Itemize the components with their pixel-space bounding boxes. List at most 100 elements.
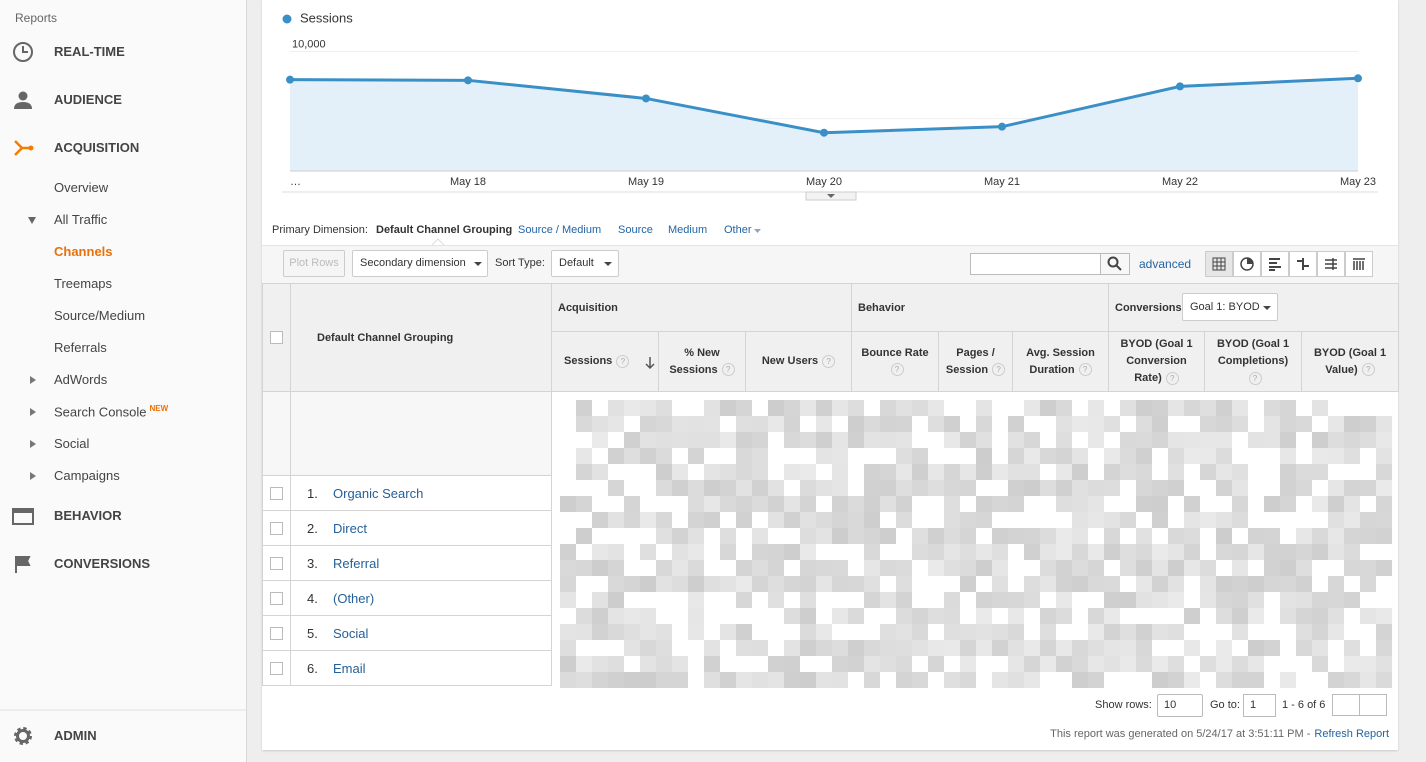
goal-select[interactable]: Goal 1: BYOD xyxy=(1182,293,1278,321)
dimension-option[interactable]: Medium xyxy=(668,224,708,236)
next-button[interactable] xyxy=(1359,694,1387,716)
point xyxy=(286,75,294,84)
nav-subitem[interactable]: Overview xyxy=(54,180,108,195)
row-rank: 2. xyxy=(307,521,318,536)
dimension-option[interactable]: Other xyxy=(724,224,752,236)
dimension-option[interactable]: Source xyxy=(618,224,653,236)
search-button[interactable] xyxy=(1100,253,1130,275)
row-name[interactable]: Email xyxy=(333,661,366,676)
nav-subitem-label: Overview xyxy=(54,180,109,195)
person-body xyxy=(14,102,32,109)
group-header: Behavior xyxy=(851,283,1109,332)
prev-button[interactable] xyxy=(1332,694,1360,716)
row-rank: 1. xyxy=(307,486,318,501)
sort-select[interactable]: Default xyxy=(551,250,619,277)
expand-closed xyxy=(30,472,36,480)
dimension-header[interactable]: Default Channel Grouping xyxy=(290,283,552,392)
column-header[interactable]: Bounce Rate? xyxy=(851,331,939,392)
row-dimension-cell xyxy=(290,545,552,581)
totals-dimension-cell xyxy=(290,391,552,476)
dimension-option[interactable]: Source / Medium xyxy=(518,224,602,236)
sort-label: Sort Type: xyxy=(495,257,545,269)
point xyxy=(464,76,472,85)
nav-item[interactable]: REAL-TIME xyxy=(54,44,125,59)
acquisition-dot xyxy=(28,145,34,151)
checkbox[interactable] xyxy=(270,662,283,675)
nav-subitem[interactable]: AdWords xyxy=(54,372,107,387)
column-header[interactable]: Pages / Session? xyxy=(938,331,1013,392)
nav-item[interactable]: CONVERSIONS xyxy=(54,556,151,571)
column-header-content: BYOD (Goal 1 Value)? xyxy=(1308,345,1392,379)
checkbox[interactable] xyxy=(270,522,283,535)
expand-open xyxy=(28,217,36,224)
nav-subitem-label: Social xyxy=(54,436,90,451)
checkbox[interactable] xyxy=(270,627,283,640)
column-header[interactable]: Avg. Session Duration? xyxy=(1012,331,1109,392)
goto-input[interactable]: 1 xyxy=(1243,694,1276,717)
goto-label: Go to: xyxy=(1210,699,1240,711)
view-button[interactable] xyxy=(1233,251,1261,277)
column-header[interactable]: Sessions? xyxy=(551,331,659,392)
checkbox[interactable] xyxy=(270,331,283,344)
column-header[interactable]: BYOD (Goal 1 Completions)? xyxy=(1204,331,1302,392)
secondary-dimension-select[interactable]: Secondary dimension xyxy=(352,250,488,277)
column-header[interactable]: BYOD (Goal 1 Conversion Rate)? xyxy=(1108,331,1205,392)
column-header[interactable]: New Users? xyxy=(745,331,852,392)
column-header[interactable]: BYOD (Goal 1 Value)? xyxy=(1301,331,1399,392)
nav-item[interactable]: ADMIN xyxy=(54,728,97,743)
row-name[interactable]: Referral xyxy=(333,556,380,571)
view-button[interactable] xyxy=(1205,251,1233,277)
row-name[interactable]: (Other) xyxy=(333,591,375,606)
plot-rows-button: Plot Rows xyxy=(283,250,345,277)
nav-item[interactable]: BEHAVIOR xyxy=(54,508,122,523)
group-label: Acquisition xyxy=(558,302,618,314)
column-header-content: Avg. Session Duration? xyxy=(1019,345,1102,379)
nav-subitem-label: AdWords xyxy=(54,372,108,387)
advanced-link[interactable]: advanced xyxy=(1139,257,1192,271)
row-dimension-cell xyxy=(290,650,552,686)
nav-subitem-label: Source/Medium xyxy=(54,308,146,323)
row-name[interactable]: Direct xyxy=(333,521,367,536)
help-icon: ? xyxy=(616,354,630,368)
rows-select[interactable]: 10 xyxy=(1157,694,1203,717)
nav-subitem[interactable]: Channels xyxy=(54,244,113,259)
row-name[interactable]: Social xyxy=(333,626,369,641)
sidebar-icons xyxy=(0,42,246,745)
view-button[interactable] xyxy=(1345,251,1373,277)
x-tick-label: May 21 xyxy=(984,176,1020,188)
row-rank: 6. xyxy=(307,661,318,676)
column-header[interactable]: % New Sessions? xyxy=(658,331,746,392)
nav-subitem[interactable]: Campaigns xyxy=(54,468,120,483)
view-button[interactable] xyxy=(1261,251,1289,277)
show-rows-label: Show rows: xyxy=(1095,699,1152,711)
nav-subitem[interactable]: Referrals xyxy=(54,340,107,355)
nav-subitem-label: All Traffic xyxy=(54,212,108,227)
search-input[interactable] xyxy=(970,253,1101,275)
column-label: Bounce Rate xyxy=(861,346,929,359)
column-header-content: BYOD (Goal 1 Completions)? xyxy=(1211,336,1295,387)
column-label: Sessions xyxy=(564,355,613,367)
checkbox[interactable] xyxy=(270,592,283,605)
checkbox[interactable] xyxy=(270,487,283,500)
refresh-link[interactable]: Refresh Report xyxy=(1314,728,1389,740)
view-button[interactable] xyxy=(1289,251,1317,277)
row-dimension-cell xyxy=(290,580,552,616)
nav-subitem[interactable]: All Traffic xyxy=(54,212,107,227)
clock-icon xyxy=(13,42,33,62)
nav-item[interactable]: ACQUISITION xyxy=(54,140,140,155)
column-label: Pages / Session xyxy=(945,346,995,376)
column-header-content: Pages / Session? xyxy=(945,345,1006,379)
nav-subitem[interactable]: Search Console NEW xyxy=(54,404,168,419)
nav-subitem[interactable]: Social xyxy=(54,436,89,451)
view-button[interactable] xyxy=(1317,251,1345,277)
point xyxy=(998,122,1006,131)
nav-subitem[interactable]: Source/Medium xyxy=(54,308,145,323)
nav-item[interactable]: AUDIENCE xyxy=(54,92,122,107)
row-name[interactable]: Organic Search xyxy=(333,486,424,501)
nav-subitem[interactable]: Treemaps xyxy=(54,276,112,291)
checkbox[interactable] xyxy=(270,557,283,570)
row-rank: 5. xyxy=(307,626,318,641)
